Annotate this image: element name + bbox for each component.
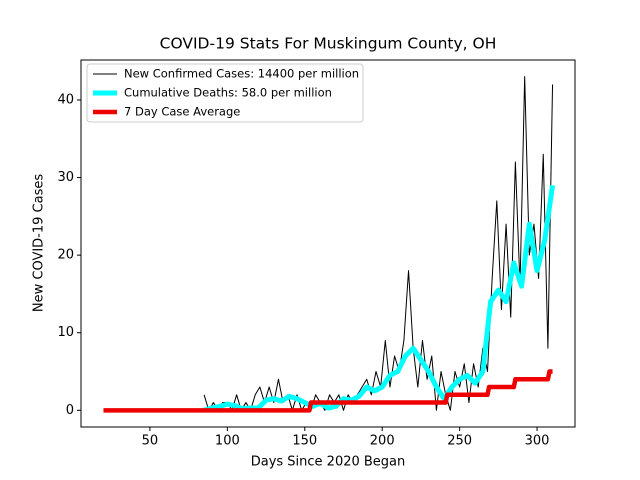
- y-tick-label: 10: [57, 325, 74, 340]
- x-axis-label: Days Since 2020 Began: [251, 455, 406, 470]
- y-tick-label: 30: [57, 170, 74, 185]
- y-tick-label: 20: [57, 248, 74, 263]
- series-line: [203, 184, 556, 413]
- x-tick-label: 300: [525, 434, 550, 449]
- x-tick-label: 100: [215, 434, 240, 449]
- plot-frame: [80, 59, 576, 428]
- legend-box: [86, 63, 364, 123]
- x-tick-label: 250: [447, 434, 472, 449]
- y-tick-label: 40: [57, 92, 74, 107]
- y-axis-label: New COVID-19 Cases: [32, 174, 47, 312]
- legend-label: New Confirmed Cases: 14400 per million: [124, 67, 359, 81]
- x-tick-label: 150: [292, 434, 317, 449]
- series-line: [203, 76, 554, 411]
- legend-label: Cumulative Deaths: 58.0 per million: [124, 86, 332, 100]
- x-tick-label: 50: [142, 434, 159, 449]
- chart-title: COVID-19 Stats For Muskingum County, OH: [160, 35, 497, 53]
- legend-label: 7 Day Case Average: [124, 105, 240, 119]
- x-tick-label: 200: [370, 434, 395, 449]
- series-line: [103, 369, 553, 413]
- y-tick-label: 0: [66, 403, 74, 418]
